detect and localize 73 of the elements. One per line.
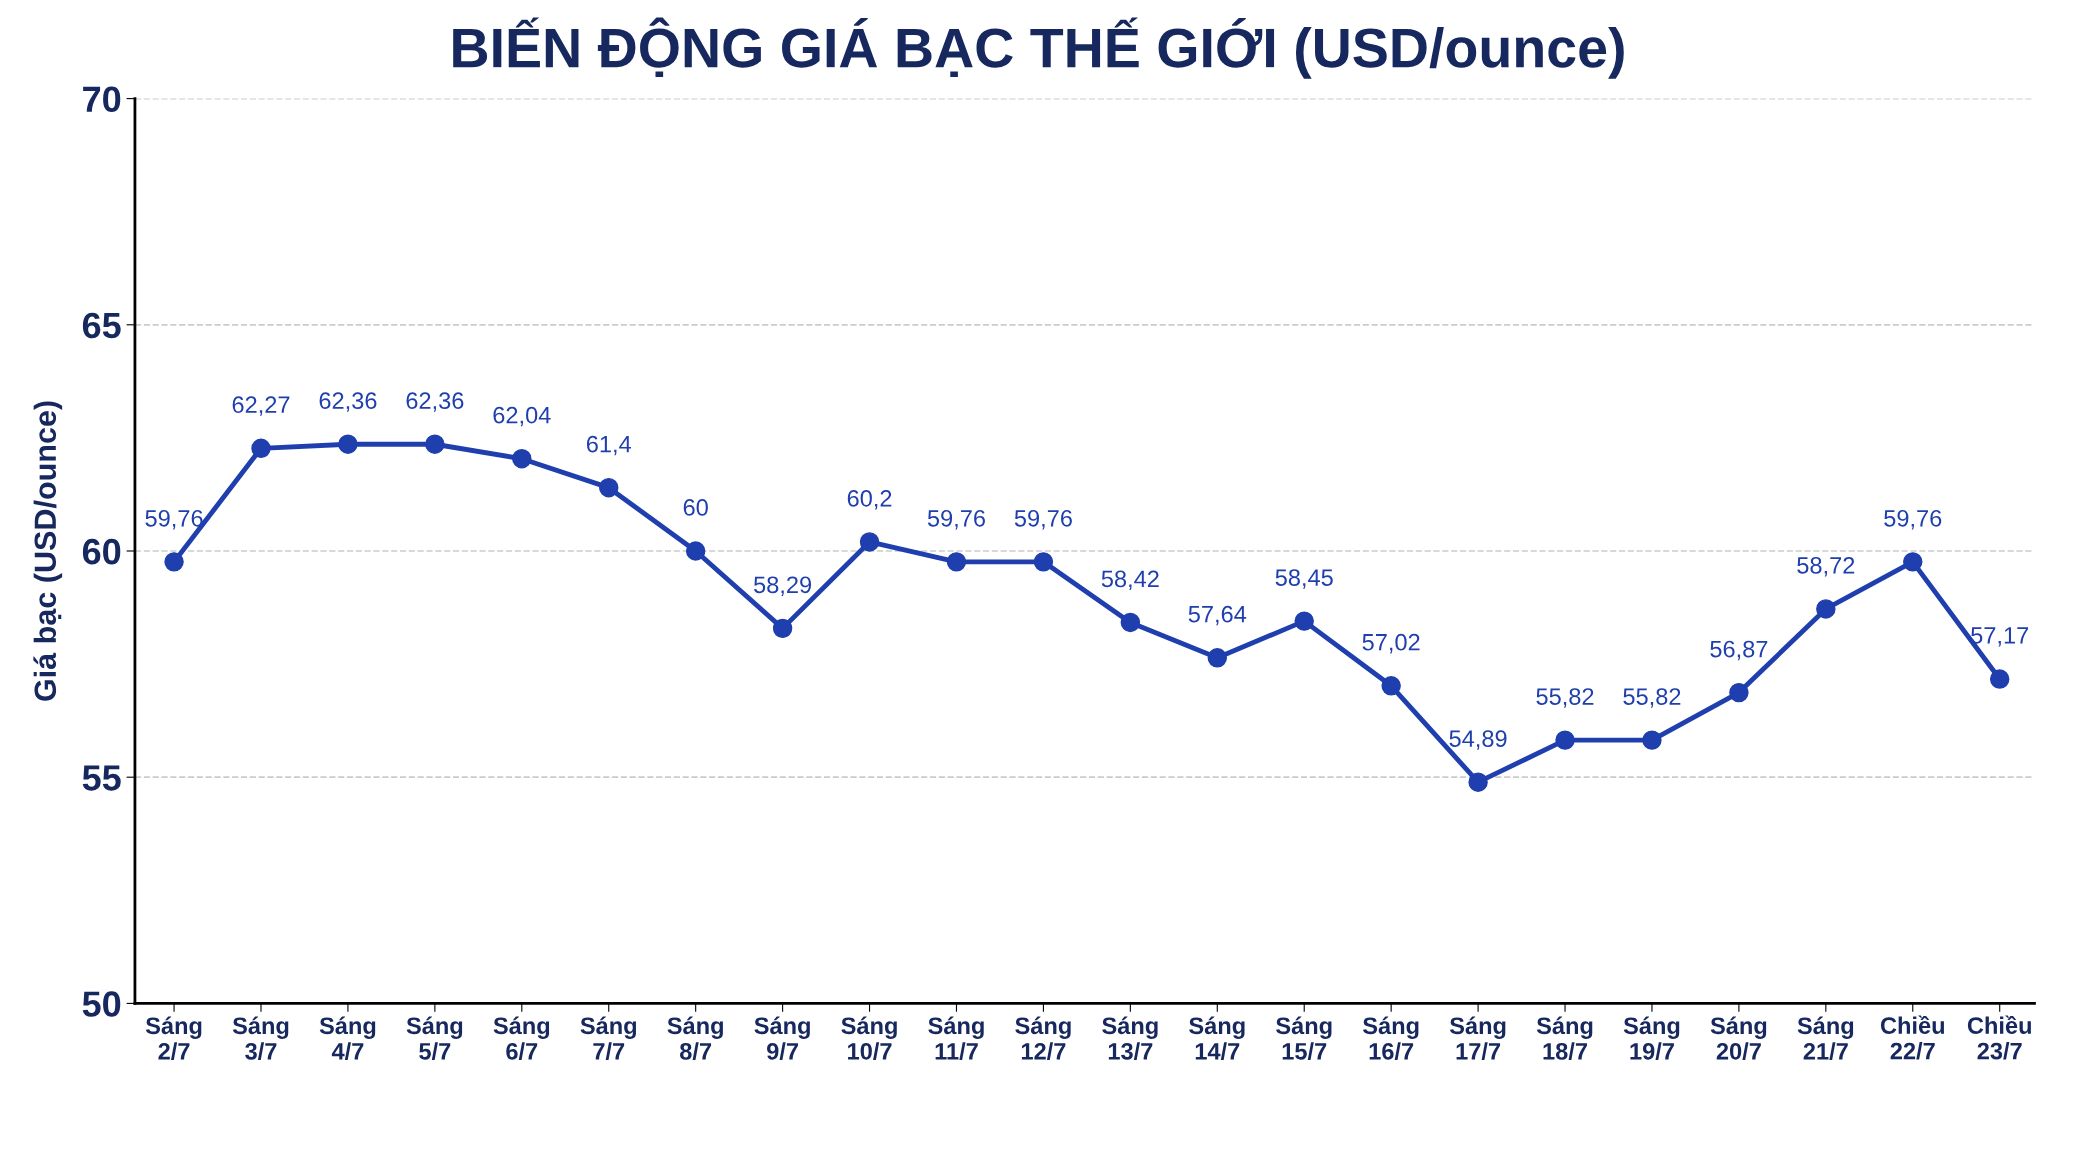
data-label: 61,4 <box>586 435 632 456</box>
x-tick-label: Sáng 13/7 <box>1102 1016 1158 1060</box>
y-axis-title: Giá bạc (USD/ounce) <box>33 401 63 701</box>
x-tick-label: Sáng 6/7 <box>493 1016 550 1060</box>
point <box>338 434 358 454</box>
x-tick-label: Sáng 16/7 <box>1362 1016 1419 1060</box>
x-tick-label: Sáng 14/7 <box>1189 1016 1245 1060</box>
data-label: 62,36 <box>406 392 464 412</box>
point <box>599 477 619 498</box>
point <box>1555 730 1575 750</box>
point <box>859 532 880 552</box>
point <box>1903 552 1923 572</box>
data-label: 54,89 <box>1449 730 1507 750</box>
x-tick-label: Sáng 21/7 <box>1797 1016 1854 1060</box>
data-label: 59,76 <box>145 509 203 530</box>
point <box>1989 669 2010 689</box>
x-tick-label: Sáng 5/7 <box>406 1016 463 1060</box>
data-label: 57,02 <box>1362 633 1420 654</box>
x-tick-label: Sáng 17/7 <box>1449 1016 1506 1060</box>
data-label: 55,82 <box>1536 688 1594 708</box>
data-label: 62,27 <box>232 396 290 416</box>
data-label: 55,82 <box>1623 688 1681 708</box>
x-tick-label: Sáng 11/7 <box>928 1016 984 1060</box>
x-tick-label: Sáng 18/7 <box>1536 1016 1593 1060</box>
point <box>772 618 793 639</box>
data-label: 59,76 <box>1014 509 1072 530</box>
point <box>1207 648 1228 668</box>
data-label: 57,17 <box>1971 627 2029 647</box>
data-label: 58,29 <box>754 576 812 596</box>
x-tick-label: Sáng 8/7 <box>667 1016 723 1060</box>
chart-title: BIẾN ĐỘNG GIÁ BẠC THẾ GIỚI (USD/ounce) <box>453 17 1624 79</box>
point <box>512 448 532 469</box>
x-tick-label: Sáng 19/7 <box>1623 1016 1680 1060</box>
x-tick-label: Sáng 20/7 <box>1710 1016 1767 1060</box>
point <box>946 552 967 572</box>
point <box>685 541 706 561</box>
data-label: 58,72 <box>1797 556 1855 577</box>
data-label: 56,87 <box>1710 640 1768 661</box>
data-label: 58,42 <box>1101 570 1159 591</box>
point <box>1120 612 1141 633</box>
x-tick-label: Sáng 10/7 <box>841 1016 897 1060</box>
point <box>1729 682 1749 703</box>
data-label: 62,04 <box>493 406 551 427</box>
data-label: 59,76 <box>1884 509 1942 530</box>
point <box>1381 676 1401 696</box>
point <box>1294 611 1314 631</box>
point <box>1033 552 1054 572</box>
x-tick-label: Sáng 2/7 <box>145 1016 202 1060</box>
data-label: 60,2 <box>847 490 892 510</box>
point <box>1468 772 1488 792</box>
point <box>164 552 184 572</box>
data-label: 60 <box>683 499 708 516</box>
x-tick-label: Sáng 7/7 <box>580 1016 637 1060</box>
x-tick-label: Sáng 15/7 <box>1276 1016 1332 1060</box>
x-tick-label: Sáng 9/7 <box>754 1016 810 1060</box>
x-tick-label: Sáng 12/7 <box>1015 1016 1071 1060</box>
x-tick-label: Sáng 3/7 <box>232 1016 289 1060</box>
y-tick-label: 60 <box>82 538 121 565</box>
data-label: 58,45 <box>1275 569 1333 589</box>
y-tick-label: 50 <box>82 991 121 1017</box>
point <box>251 438 271 459</box>
x-tick-label: Sáng 4/7 <box>319 1016 376 1060</box>
data-label: 57,64 <box>1188 605 1247 626</box>
y-tick-label: 65 <box>82 312 121 339</box>
point <box>425 434 445 454</box>
data-label: 62,36 <box>319 392 377 412</box>
y-tick-label: 70 <box>83 86 121 113</box>
x-tick-label: Chiều 23/7 <box>1967 1015 2031 1060</box>
y-tick-label: 55 <box>82 765 121 791</box>
x-tick-label: Chiều 22/7 <box>1880 1015 1945 1060</box>
point <box>1642 730 1662 750</box>
data-label: 59,76 <box>927 509 985 530</box>
point <box>1816 599 1836 619</box>
